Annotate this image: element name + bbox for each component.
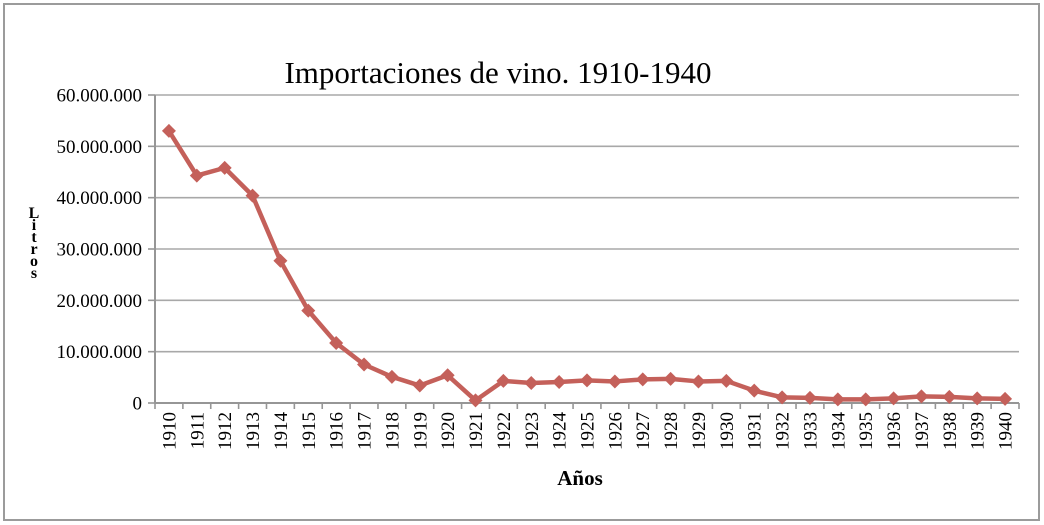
y-tick-label: 0 [133,393,143,414]
data-point-marker [384,369,399,384]
data-point-marker [970,391,985,406]
data-point-marker [747,383,762,398]
x-tick-label: 1933 [800,412,821,450]
x-tick-label: 1936 [884,412,905,450]
data-point-marker [301,303,316,318]
x-tick-label: 1922 [494,412,515,450]
x-tick-label: 1914 [271,412,292,451]
y-tick-label: 20.000.000 [57,291,143,312]
y-tick-label: 30.000.000 [57,239,143,260]
data-point-marker [663,371,678,386]
data-point-marker [998,391,1013,406]
chart-title: Importaciones de vino. 1910-1940 [284,55,712,90]
x-tick-label: 1929 [689,412,710,450]
x-tick-label: 1932 [773,412,794,450]
x-tick-label: 1924 [550,412,571,451]
x-tick-label: 1913 [243,412,264,450]
data-point-marker [357,357,372,372]
data-series-line [166,128,1008,403]
data-point-marker [496,373,511,388]
y-axis-tick-labels: 0 10.000.000 20.000.000 30.000.000 40.000.00… [57,85,143,414]
x-tick-label: 1916 [327,412,348,450]
data-point-marker [942,389,957,404]
x-tick-label: 1928 [661,412,682,450]
data-point-marker [691,374,706,389]
x-tick-label: 1923 [522,412,543,450]
y-tick-label: 60.000.000 [57,85,143,106]
x-axis-title: Años [557,466,603,490]
x-tick-label: 1930 [717,412,738,450]
data-point-marker [607,374,622,389]
x-tick-label: 1931 [745,412,766,450]
data-point-marker [914,389,929,404]
x-axis-ticks [154,403,1020,409]
data-point-marker [273,253,288,268]
data-point-marker [775,390,790,405]
series-line [166,128,1008,403]
data-point-marker [412,378,427,393]
data-point-markers [161,123,1013,408]
x-axis-tick-labels: 1910 1911 1912 1913 1914 1915 1916 1917 1918 1919… [159,412,1016,451]
x-tick-label: 1912 [215,412,236,450]
gridlines [155,94,1019,353]
x-tick-label: 1920 [438,412,459,450]
y-tick-label: 40.000.000 [57,188,143,209]
x-tick-label: 1937 [912,412,933,450]
data-point-marker [245,188,260,203]
x-tick-label: 1935 [856,412,877,450]
x-tick-label: 1918 [382,412,403,450]
data-point-marker [580,373,594,388]
x-tick-label: 1939 [968,412,989,450]
x-tick-label: 1911 [187,412,208,449]
data-point-marker [635,372,650,387]
data-point-marker [468,393,483,408]
x-tick-label: 1917 [355,412,376,450]
x-tick-label: 1940 [996,412,1017,450]
chart-frame-border [3,3,1040,521]
x-tick-label: 1919 [410,412,431,450]
data-point-marker [189,168,204,183]
data-point-marker [524,375,539,390]
data-point-marker [329,335,344,350]
data-point-marker [440,368,455,383]
data-point-marker [858,392,873,407]
y-tick-label: 50.000.000 [57,137,143,158]
x-tick-label: 1925 [578,412,599,450]
data-point-marker [886,391,901,406]
x-tick-label: 1910 [159,412,180,450]
data-point-marker [552,374,567,389]
x-tick-label: 1934 [828,412,849,451]
x-tick-label: 1921 [466,412,487,450]
x-tick-label: 1927 [633,412,654,450]
data-point-marker [719,373,734,388]
y-axis-ticks [148,94,155,404]
data-point-marker [217,160,232,175]
data-point-marker [802,390,817,405]
x-tick-label: 1915 [299,412,320,450]
data-point-marker [161,123,176,138]
y-tick-label: 10.000.000 [57,342,143,363]
y-axis-title: L i t r o s [28,205,40,282]
x-tick-label: 1938 [940,412,961,450]
data-point-marker [830,392,845,407]
x-tick-label: 1926 [605,412,626,450]
